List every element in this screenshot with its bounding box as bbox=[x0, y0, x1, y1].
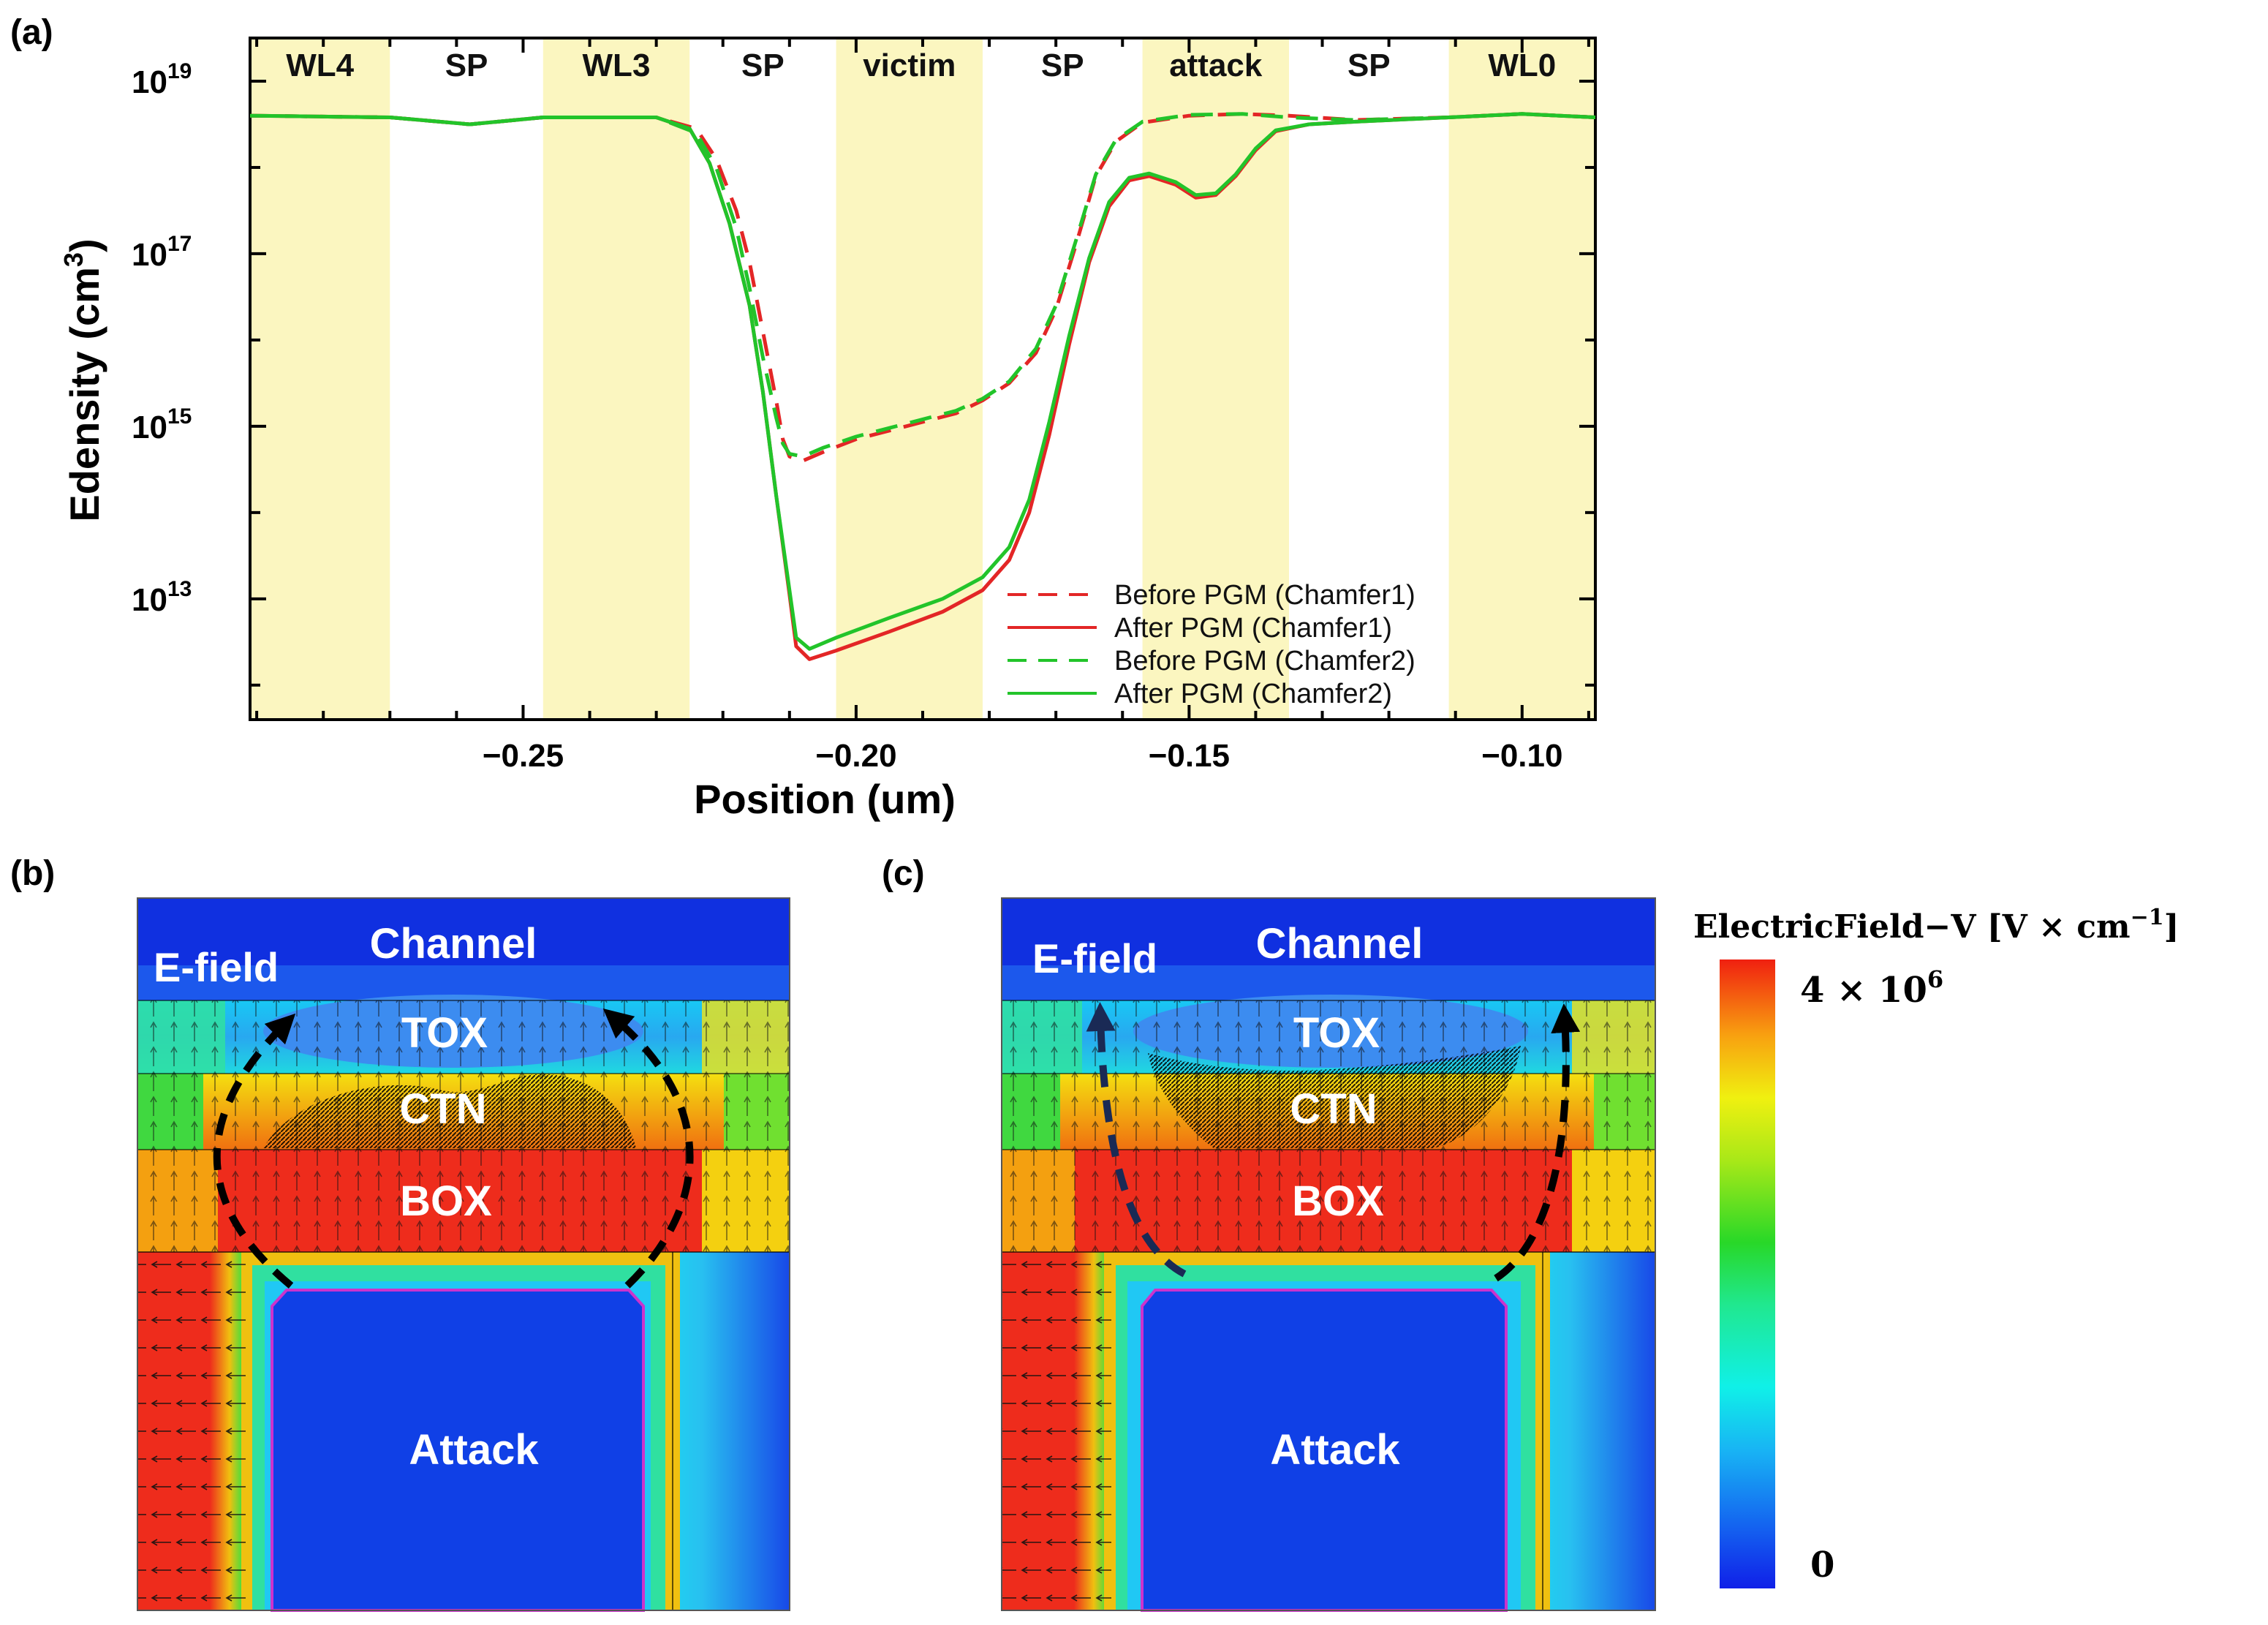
y-tick-exp-1: 17 bbox=[167, 232, 192, 256]
y-tick-base-2: 10 bbox=[132, 410, 167, 445]
region-label-5: SP bbox=[1041, 48, 1084, 83]
map-b-frame bbox=[137, 897, 790, 1611]
map-b-efield-label: E-field bbox=[154, 944, 279, 990]
y-tick-exp-0: 19 bbox=[167, 59, 192, 83]
region-label-7: SP bbox=[1347, 48, 1391, 83]
region-bands bbox=[250, 38, 1595, 720]
map-b-vector-left bbox=[137, 1258, 247, 1610]
map-b-channel-edge bbox=[137, 965, 790, 1000]
map-b-box-label: BOX bbox=[400, 1177, 492, 1225]
map-c-arrow-right bbox=[1494, 1003, 1581, 1282]
legend: Before PGM (Chamfer1) After PGM (Chamfer… bbox=[1008, 580, 1415, 709]
map-b-vector-cloud bbox=[263, 1074, 636, 1148]
y-axis-title-sup: 3 bbox=[58, 252, 88, 267]
colorbar-min-label: 0 bbox=[1810, 1545, 1834, 1586]
region-band-8 bbox=[1448, 38, 1595, 720]
legend-label-before-chamfer1: Before PGM (Chamfer1) bbox=[1114, 580, 1415, 611]
colorbar-max-main: 4 × 10 bbox=[1800, 970, 1927, 1011]
x-tick-label-3: −0.10 bbox=[1481, 738, 1562, 774]
map-b-arrow-left bbox=[213, 1013, 296, 1289]
x-tick-label-0: −0.25 bbox=[483, 738, 564, 774]
series-line-0 bbox=[249, 112, 1596, 463]
region-band-0 bbox=[250, 38, 390, 720]
y-tick-label-3: 1013 bbox=[132, 577, 192, 618]
y-tick-label-2: 1015 bbox=[132, 404, 192, 445]
map-c-arrow-left bbox=[1086, 1002, 1187, 1278]
panel-label-c: (c) bbox=[882, 854, 925, 893]
map-c-channel-edge bbox=[1002, 965, 1655, 1000]
region-label-8: WL0 bbox=[1488, 48, 1556, 83]
data-series bbox=[249, 112, 1596, 661]
map-c-vector-left bbox=[1002, 1258, 1111, 1610]
map-b-attack-label: Attack bbox=[409, 1426, 539, 1474]
y-tick-base-1: 10 bbox=[132, 237, 167, 273]
region-label-1: SP bbox=[445, 48, 488, 83]
colorbar: ElectricField−V [V × cm−1] 4 × 106 0 bbox=[1693, 905, 2179, 1588]
map-b-ctn-label: CTN bbox=[399, 1085, 486, 1133]
region-label-2: WL3 bbox=[583, 48, 651, 83]
legend-label-after-chamfer1: After PGM (Chamfer1) bbox=[1114, 613, 1392, 644]
legend-label-before-chamfer2: Before PGM (Chamfer2) bbox=[1114, 646, 1415, 676]
map-c-vector-cloud bbox=[1148, 1046, 1521, 1148]
y-tick-label-0: 1019 bbox=[132, 59, 192, 100]
region-label-3: SP bbox=[741, 48, 785, 83]
region-labels: WL4 SP WL3 SP victim SP attack SP WL0 bbox=[286, 48, 1556, 83]
colorbar-title-sup: −1 bbox=[2131, 905, 2164, 930]
x-tick-label-2: −0.15 bbox=[1149, 738, 1230, 774]
panel-label-a: (a) bbox=[10, 13, 53, 52]
map-c-attack-label: Attack bbox=[1270, 1426, 1400, 1474]
x-tick-labels: −0.25 −0.20 −0.15 −0.10 bbox=[483, 738, 1563, 774]
colorbar-title-main: ElectricField−V [V × cm bbox=[1693, 908, 2131, 946]
region-band-6 bbox=[1142, 38, 1289, 720]
map-b-arrow-right bbox=[602, 1008, 694, 1289]
field-map-b: Channel E-field TOX CTN BOX Attack bbox=[137, 897, 790, 1612]
map-c-box-label: BOX bbox=[1292, 1177, 1384, 1225]
colorbar-max-label: 4 × 106 bbox=[1800, 965, 1943, 1011]
y-axis-title-main: Edensity (cm bbox=[61, 267, 107, 522]
region-band-4 bbox=[836, 38, 983, 720]
y-axis-title: Edensity (cm3) bbox=[58, 238, 107, 521]
legend-label-after-chamfer2: After PGM (Chamfer2) bbox=[1114, 679, 1392, 709]
map-b-channel-label: Channel bbox=[370, 920, 537, 968]
map-c-tox-label: TOX bbox=[1293, 1009, 1380, 1057]
x-tick-label-1: −0.20 bbox=[815, 738, 896, 774]
region-band-2 bbox=[543, 38, 690, 720]
y-tick-exp-3: 13 bbox=[167, 577, 192, 601]
map-c-frame bbox=[1001, 897, 1656, 1611]
y-tick-base-3: 10 bbox=[132, 582, 167, 618]
axis-ticks bbox=[250, 38, 1595, 720]
region-label-4: victim bbox=[863, 48, 956, 83]
map-b-tox-label: TOX bbox=[401, 1009, 488, 1057]
x-axis-title: Position (um) bbox=[694, 776, 956, 822]
y-axis-title-close: ) bbox=[61, 238, 107, 252]
panel-label-b: (b) bbox=[10, 854, 55, 893]
series-line-3 bbox=[249, 112, 1596, 651]
region-label-6: attack bbox=[1169, 48, 1263, 83]
map-c-ctn-label: CTN bbox=[1290, 1085, 1377, 1133]
colorbar-gradient bbox=[1720, 959, 1775, 1588]
colorbar-max-sup: 6 bbox=[1927, 965, 1943, 993]
y-tick-base-0: 10 bbox=[132, 64, 167, 100]
field-map-c: Channel E-field TOX CTN BOX Attack bbox=[1001, 897, 1656, 1612]
map-c-channel-label: Channel bbox=[1256, 920, 1424, 968]
colorbar-title-close: ] bbox=[2164, 908, 2180, 946]
y-tick-label-1: 1017 bbox=[132, 232, 192, 273]
region-label-0: WL4 bbox=[286, 48, 354, 83]
colorbar-title: ElectricField−V [V × cm−1] bbox=[1693, 905, 2179, 946]
y-tick-exp-2: 15 bbox=[167, 404, 192, 429]
map-c-efield-label: E-field bbox=[1032, 935, 1157, 981]
series-line-2 bbox=[249, 112, 1596, 459]
